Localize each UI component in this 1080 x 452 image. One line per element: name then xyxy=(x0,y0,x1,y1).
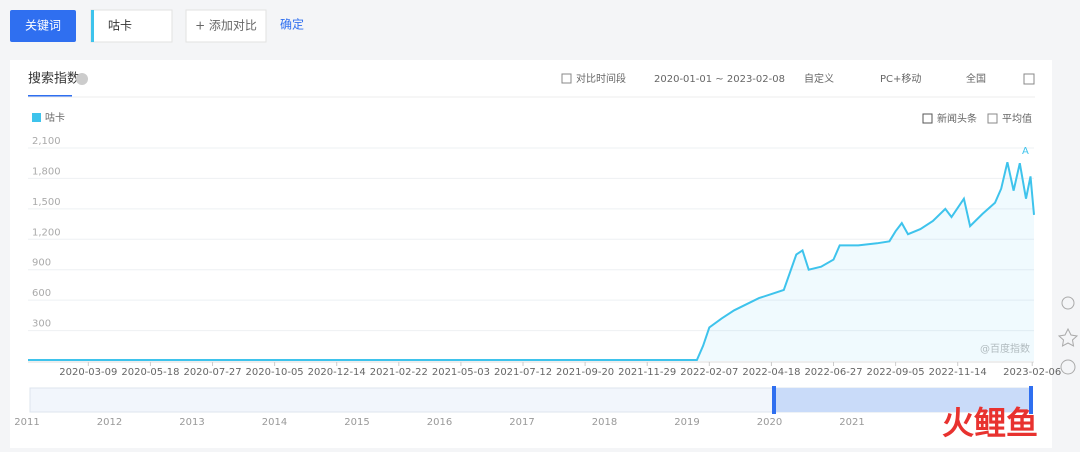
timeline-year: 2021 xyxy=(839,417,864,428)
date-range[interactable]: 2020-01-01 ~ 2023-02-08 xyxy=(654,74,785,85)
x-tick-label: 2020-10-05 xyxy=(246,367,304,378)
x-tick-label: 2022-06-27 xyxy=(804,367,862,378)
legend-swatch xyxy=(32,113,41,122)
news-toggle[interactable]: 新闻头条 xyxy=(937,112,977,125)
x-tick-label: 2022-02-07 xyxy=(680,367,738,378)
area xyxy=(28,162,1034,361)
timeline-year: 2012 xyxy=(97,417,122,428)
y-tick-label: 1,200 xyxy=(32,227,61,238)
share-icon[interactable] xyxy=(1061,296,1075,310)
legend-label[interactable]: 咕卡 xyxy=(45,111,65,124)
add-compare-label: + 添加对比 xyxy=(195,19,257,33)
timeline-handle[interactable] xyxy=(1029,386,1033,414)
timeline-year: 2017 xyxy=(509,417,534,428)
keyword-tab-label: 关键词 xyxy=(25,19,61,33)
keyword-tab[interactable] xyxy=(10,10,76,42)
add-compare[interactable] xyxy=(185,9,267,43)
timeline-year: 2014 xyxy=(262,417,287,428)
checkbox-checked[interactable] xyxy=(922,113,933,124)
timeline-year: 2019 xyxy=(674,417,699,428)
y-tick-label: 900 xyxy=(32,258,51,269)
x-tick-label: 2023-02-06 xyxy=(1003,367,1061,378)
timeline-year: 2020 xyxy=(757,417,782,428)
timeline-handle[interactable] xyxy=(772,386,776,414)
timeline-years: 2011 2012 2013 2014 2015 2016 2017 2018 2019 2020… xyxy=(14,417,864,428)
timeline-year: 2016 xyxy=(427,417,452,428)
timeline-year: 2015 xyxy=(344,417,369,428)
y-tick-label: 2,100 xyxy=(32,136,61,147)
line xyxy=(28,161,1035,361)
x-tick-label: 2021-11-29 xyxy=(618,367,676,378)
source: @百度指数 xyxy=(980,342,1030,355)
star-icon[interactable] xyxy=(1057,327,1079,347)
x-tick-label: 2020-12-14 xyxy=(308,367,366,378)
x-tick-label: 2021-02-22 xyxy=(370,367,428,378)
x-tick-label: 2020-03-09 xyxy=(59,367,117,378)
help-icon[interactable] xyxy=(76,73,88,85)
panel-title: 搜索指数 xyxy=(28,72,80,87)
panel xyxy=(10,60,1052,448)
y-tick-label: 300 xyxy=(32,319,51,330)
x-tick-label: 2021-09-20 xyxy=(556,367,614,378)
x-tick-label: 2022-09-05 xyxy=(867,367,925,378)
compare-period[interactable]: 对比时间段 xyxy=(576,72,626,85)
keyword-color xyxy=(91,10,94,42)
y-tick-label: 600 xyxy=(32,288,51,299)
annotation: A xyxy=(1022,146,1029,157)
timeline-year: 2018 xyxy=(592,417,617,428)
help-icon[interactable] xyxy=(1060,359,1076,375)
x-tick-label: 2021-05-03 xyxy=(432,367,490,378)
keyword-box[interactable] xyxy=(90,9,173,43)
confirm[interactable]: 确定 xyxy=(280,17,304,32)
x-tick-label: 2020-05-18 xyxy=(121,367,179,378)
x-tick-label: 2020-07-27 xyxy=(183,367,241,378)
checkbox[interactable] xyxy=(561,73,572,84)
x-tick-label: 2022-11-14 xyxy=(929,367,987,378)
x-tick-label: 2022-04-18 xyxy=(742,367,800,378)
device[interactable]: PC+移动 xyxy=(880,72,921,85)
x-tick-label: 2021-07-12 xyxy=(494,367,552,378)
keyword: 咕卡 xyxy=(108,18,132,33)
average-toggle[interactable]: 平均值 xyxy=(1002,112,1032,125)
region[interactable]: 全国 xyxy=(966,72,986,85)
timeline-year: 2013 xyxy=(179,417,204,428)
y-tick-label: 1,800 xyxy=(32,166,61,177)
export-icon[interactable] xyxy=(1023,73,1035,85)
watermark: 火鲤鱼 xyxy=(942,404,1038,442)
timeline-year: 2011 xyxy=(14,417,39,428)
y-tick-label: 1,500 xyxy=(32,197,61,208)
custom[interactable]: 自定义 xyxy=(804,72,834,85)
checkbox[interactable] xyxy=(987,113,998,124)
timeline-selection[interactable] xyxy=(774,388,1032,412)
